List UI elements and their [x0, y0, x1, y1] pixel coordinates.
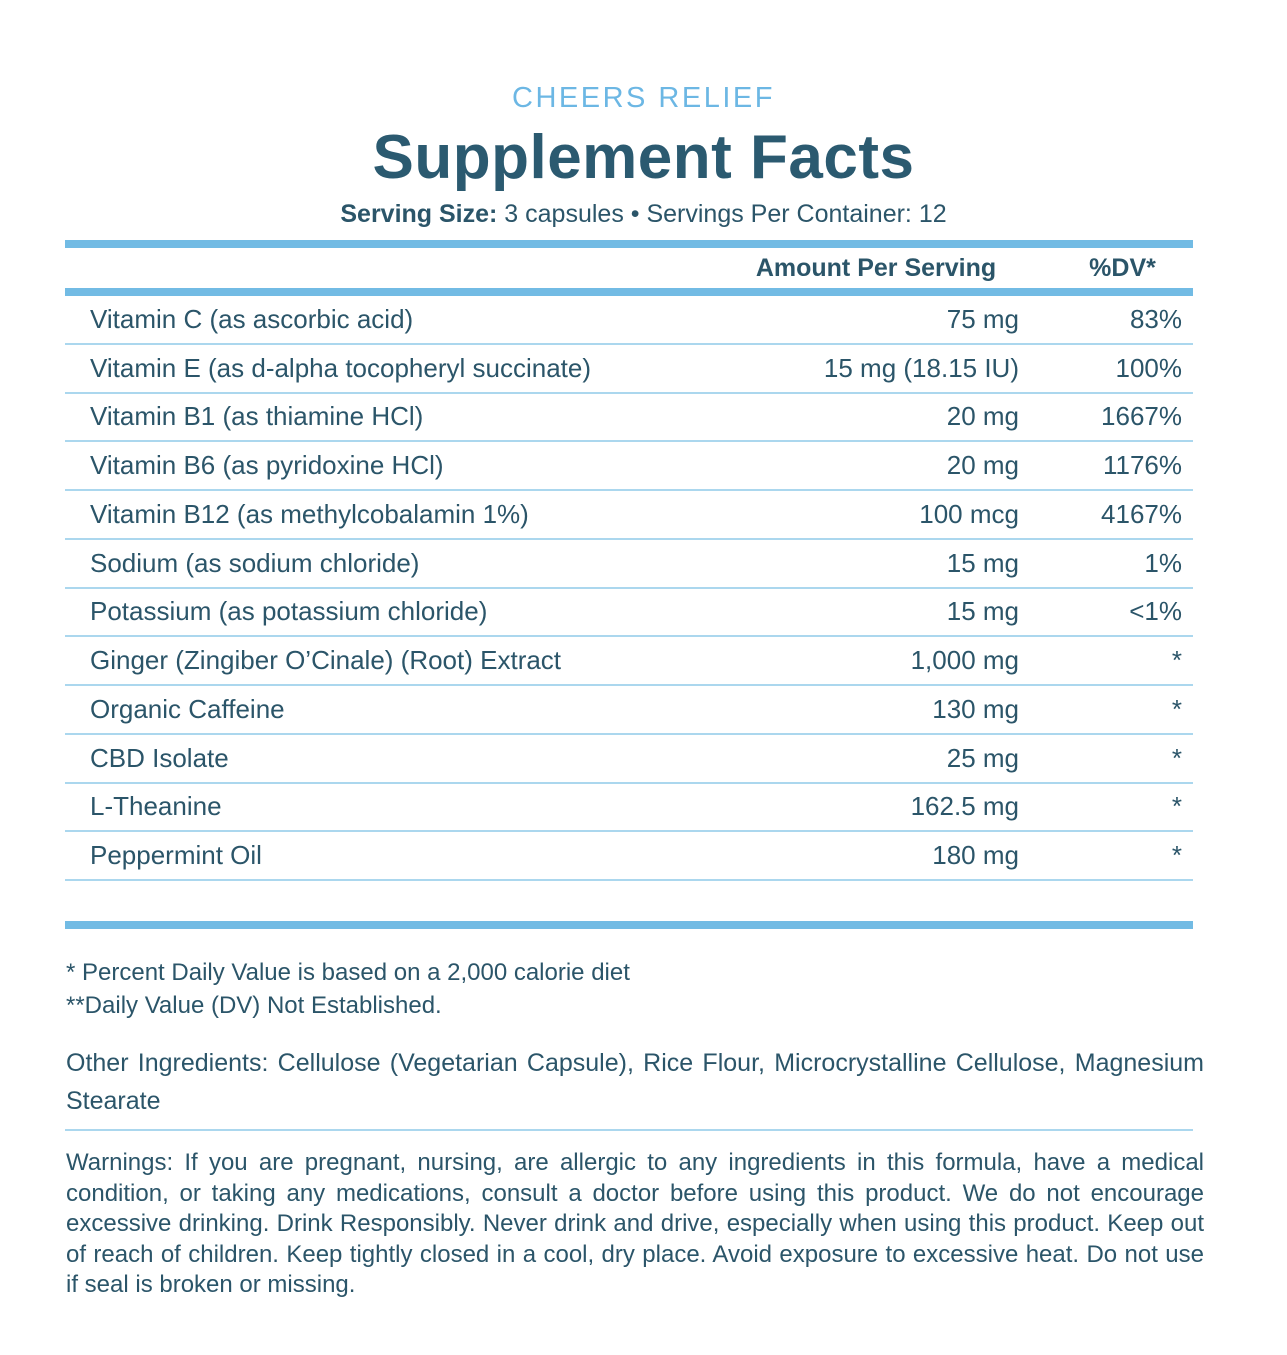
ingredient-amount: 1,000 mg	[910, 645, 1019, 676]
table-row: Ginger (Zingiber O’Cinale) (Root) Extrac…	[65, 637, 1193, 686]
supplement-facts-table: Amount Per Serving %DV* Vitamin C (as as…	[65, 240, 1193, 929]
ingredient-name: Vitamin B12 (as methylcobalamin 1%)	[90, 498, 529, 529]
table-row: Sodium (as sodium chloride) 15 mg 1%	[65, 540, 1193, 589]
ingredient-name: Potassium (as potassium chloride)	[90, 596, 488, 627]
header-rule	[65, 288, 1193, 296]
ingredient-amount: 162.5 mg	[910, 791, 1019, 822]
table-row: Vitamin B1 (as thiamine HCl) 20 mg 1667%	[65, 394, 1193, 443]
ingredient-amount: 15 mg	[946, 547, 1019, 578]
ingredient-amount: 130 mg	[932, 693, 1019, 724]
ingredient-dv: *	[1171, 645, 1182, 676]
serving-size-value: 3 capsules • Servings Per Container: 12	[497, 200, 947, 228]
ingredient-name: Vitamin E (as d-alpha tocopheryl succina…	[90, 352, 591, 383]
footnotes: * Percent Daily Value is based on a 2,00…	[66, 956, 1204, 1022]
ingredient-name: Peppermint Oil	[90, 840, 262, 871]
table-row: Vitamin E (as d-alpha tocopheryl succina…	[65, 345, 1193, 394]
table-row: Vitamin C (as ascorbic acid) 75 mg 83%	[65, 296, 1193, 345]
ingredient-dv: 1667%	[1101, 401, 1182, 432]
percent-dv-header: %DV*	[1089, 253, 1156, 282]
ingredient-dv: 4167%	[1101, 498, 1182, 529]
ingredient-amount: 25 mg	[946, 742, 1019, 773]
page-title: Supplement Facts	[372, 123, 915, 192]
table-row: Vitamin B12 (as methylcobalamin 1%) 100 …	[65, 491, 1193, 540]
ingredient-dv: *	[1171, 840, 1182, 871]
ingredient-name: Vitamin C (as ascorbic acid)	[90, 303, 414, 334]
footnote-not-established: **Daily Value (DV) Not Established.	[66, 992, 442, 1019]
table-row: Potassium (as potassium chloride) 15 mg …	[65, 589, 1193, 638]
warnings-text: Warnings: If you are pregnant, nursing, …	[66, 1149, 1204, 1298]
ingredient-amount: 75 mg	[946, 303, 1019, 334]
amount-per-serving-header: Amount Per Serving	[755, 253, 997, 282]
footnote-daily-value: * Percent Daily Value is based on a 2,00…	[66, 959, 630, 986]
ingredient-amount: 20 mg	[946, 401, 1019, 432]
brand-text: CHEERS RELIEF	[512, 82, 775, 114]
ingredient-name: Vitamin B6 (as pyridoxine HCl)	[90, 450, 444, 481]
ingredient-amount: 180 mg	[932, 840, 1019, 871]
ingredient-amount: 15 mg (18.15 IU)	[823, 352, 1019, 383]
ingredient-name: CBD Isolate	[90, 742, 229, 773]
other-ingredients-text: Other Ingredients: Cellulose (Vegetarian…	[66, 1049, 1204, 1115]
ingredient-name: Vitamin B1 (as thiamine HCl)	[90, 401, 424, 432]
table-row: Vitamin B6 (as pyridoxine HCl) 20 mg 117…	[65, 442, 1193, 491]
ingredient-dv: 1%	[1144, 547, 1182, 578]
ingredient-amount: 15 mg	[946, 596, 1019, 627]
serving-size-line: Serving Size: 3 capsules • Servings Per …	[0, 202, 1287, 227]
ingredient-dv: 83%	[1129, 303, 1182, 334]
label-header: CHEERS RELIEF Supplement Facts Serving S…	[0, 0, 1287, 227]
table-row: Organic Caffeine 130 mg *	[65, 686, 1193, 735]
ingredient-dv: <1%	[1129, 596, 1182, 627]
table-row: L-Theanine 162.5 mg *	[65, 784, 1193, 833]
ingredient-amount: 100 mcg	[919, 498, 1019, 529]
ingredient-amount: 20 mg	[946, 450, 1019, 481]
ingredient-dv: *	[1171, 791, 1182, 822]
bottom-rule	[65, 921, 1193, 929]
table-bottom-gap	[65, 881, 1193, 921]
ingredient-name: Sodium (as sodium chloride)	[90, 547, 420, 578]
table-row: CBD Isolate 25 mg *	[65, 735, 1193, 784]
ingredient-dv: 100%	[1115, 352, 1183, 383]
top-rule	[65, 240, 1193, 248]
table-header-row: Amount Per Serving %DV*	[65, 248, 1193, 288]
serving-size-label: Serving Size:	[340, 200, 498, 228]
section-divider	[65, 1129, 1193, 1131]
ingredient-name: L-Theanine	[90, 791, 222, 822]
ingredient-dv: *	[1171, 693, 1182, 724]
ingredient-name: Organic Caffeine	[90, 693, 285, 724]
ingredient-dv: 1176%	[1102, 450, 1182, 481]
ingredient-dv: *	[1171, 742, 1182, 773]
table-row: Peppermint Oil 180 mg *	[65, 832, 1193, 881]
ingredient-name: Ginger (Zingiber O’Cinale) (Root) Extrac…	[90, 645, 562, 676]
